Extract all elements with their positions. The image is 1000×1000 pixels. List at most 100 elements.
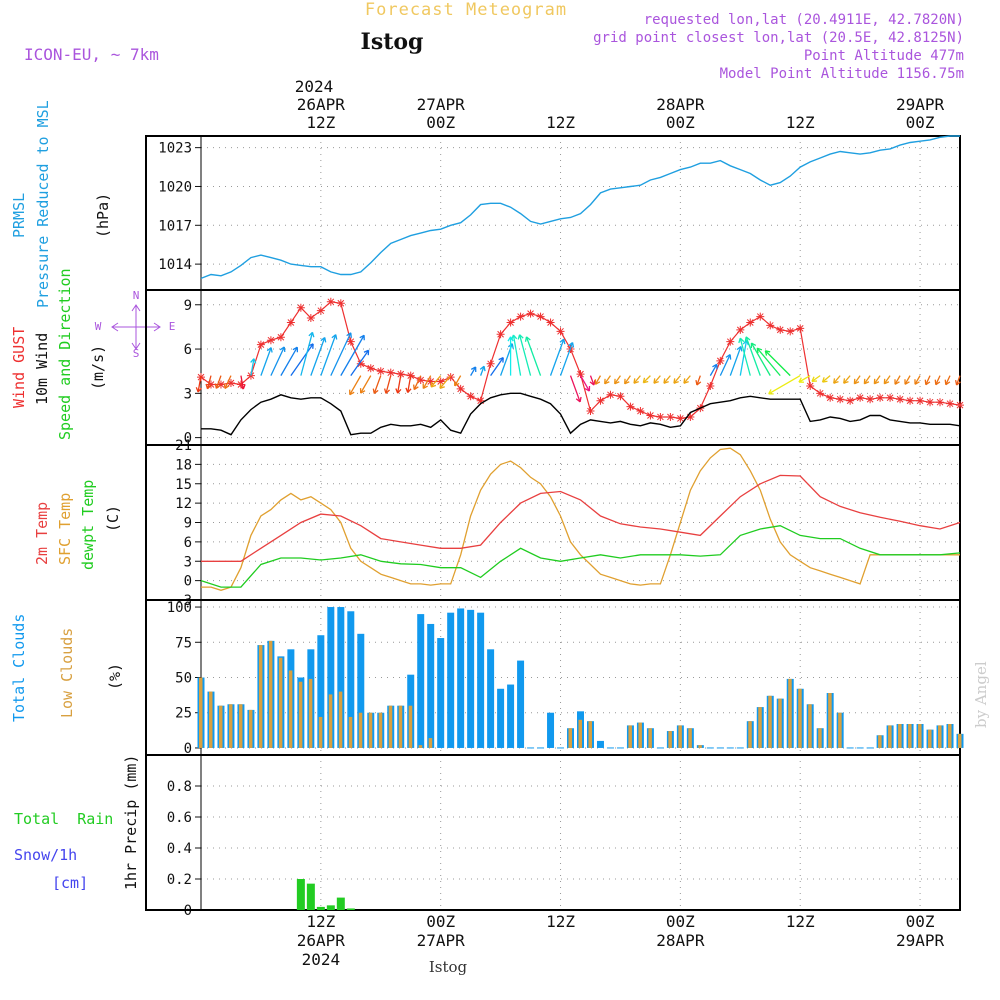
arrow-head — [372, 388, 379, 394]
arrow-shaft — [604, 375, 611, 385]
arrow-head — [934, 379, 941, 386]
wind-direction-arrow — [729, 345, 743, 376]
pressure-unit: (hPa) — [94, 193, 112, 238]
low-cloud-bar — [828, 693, 832, 748]
arrow-shaft — [470, 366, 477, 376]
gust-marker — [356, 359, 365, 368]
arrow-head — [653, 378, 659, 384]
top-date-label: 27APR — [417, 95, 466, 114]
wind-direction-arrow — [614, 375, 621, 385]
arrow-head — [413, 384, 419, 391]
wind-direction-arrow — [589, 375, 596, 386]
low-cloud-bar — [398, 705, 403, 748]
wind-direction-arrow — [873, 375, 881, 385]
wind-direction-arrow — [633, 375, 641, 384]
station-name: Istog — [361, 29, 424, 55]
y-tick-label: 6 — [184, 535, 192, 551]
total-cloud-bar — [447, 612, 455, 748]
compass-n: N — [133, 289, 140, 302]
gust-marker — [806, 381, 815, 390]
gust-marker — [646, 411, 655, 420]
precip-labels: Total Rain Snow/1h [cm] 1hr Precip (mm) — [14, 755, 140, 892]
arrow-head — [750, 342, 757, 349]
arrow-shaft — [549, 338, 565, 376]
wind-direction-arrow — [863, 375, 871, 385]
wind-direction-arrow — [340, 334, 365, 376]
arrow-shaft — [798, 375, 811, 383]
bottom-date-label: 27APR — [417, 931, 466, 950]
arrow-head — [614, 378, 620, 385]
model-point-altitude: Model Point Altitude 1156.75m — [720, 66, 964, 82]
precip-axis-label: 1hr Precip (mm) — [122, 755, 140, 890]
arrow-head — [223, 383, 230, 390]
wind-direction-arrow — [954, 375, 961, 386]
arrow-head — [584, 386, 591, 392]
wind-direction-arrow — [821, 375, 831, 383]
wind-direction-arrow — [270, 346, 286, 376]
wind-direction-arrow — [663, 375, 671, 384]
top-hour-label: 12Z — [786, 113, 815, 132]
gust-marker — [416, 376, 425, 385]
point-altitude: Point Altitude 477m — [804, 48, 964, 64]
total-cloud-bar — [547, 712, 555, 748]
arrow-head — [642, 377, 649, 384]
gust-marker — [236, 380, 245, 389]
arrow-shaft — [642, 375, 651, 384]
pressure-labels: PRMSL Pressure Reduced to MSL (hPa) — [10, 100, 112, 308]
wind-direction-arrow — [653, 375, 661, 384]
total-clouds-label: Total Clouds — [10, 614, 28, 722]
low-cloud-bar — [258, 645, 263, 748]
temperature-labels: 2m Temp SFC Temp dewpt Temp (C) — [33, 480, 122, 570]
gust-marker — [556, 327, 565, 336]
wind-speed-line — [201, 392, 961, 436]
low-cloud-bar — [278, 657, 283, 748]
compass-rose — [111, 304, 161, 350]
low-cloud-bar — [638, 722, 642, 748]
arrow-shaft — [739, 340, 748, 376]
arrow-shaft — [894, 375, 901, 385]
wind-direction-arrow — [395, 375, 402, 394]
arrow-shaft — [360, 375, 372, 394]
arrow-shaft — [853, 375, 861, 385]
arrow-shaft — [750, 342, 771, 376]
arrow-shaft — [240, 375, 244, 390]
wind-direction-arrow — [260, 347, 273, 376]
snow-label: Snow/1h — [14, 846, 77, 864]
wind-direction-arrow — [439, 375, 452, 389]
total-cloud-bar — [437, 638, 445, 748]
wind-direction-arrow — [507, 336, 514, 376]
gust-marker — [396, 370, 405, 379]
low-cloud-bar — [808, 704, 812, 748]
arrow-shaft — [559, 342, 574, 376]
low-cloud-bar — [308, 678, 313, 748]
arrow-shaft — [873, 375, 881, 385]
cloud-unit: (%) — [106, 663, 124, 690]
gust-marker — [936, 398, 945, 407]
gust-marker — [466, 392, 475, 401]
y-tick-label: 3 — [184, 386, 192, 402]
arrow-shaft — [843, 375, 851, 384]
wind-direction-arrow — [310, 336, 327, 376]
gust-marker — [686, 412, 695, 421]
wind-direction-arrow — [739, 339, 749, 376]
gust-marker — [956, 401, 964, 410]
arrow-head — [633, 378, 639, 384]
arrow-head — [914, 379, 920, 385]
y-tick-label: 18 — [175, 457, 192, 473]
wind-direction-arrow — [756, 347, 781, 377]
y-tick-label: 0.6 — [167, 810, 192, 826]
arrow-head — [764, 350, 771, 356]
low-cloud-bar — [938, 725, 942, 748]
wind-direction-arrow — [250, 358, 257, 376]
wind-direction-arrow — [470, 366, 477, 376]
arrow-head — [479, 365, 486, 372]
arrow-shaft — [197, 375, 202, 393]
wind-direction-arrow — [280, 346, 299, 376]
sfc-label: SFC Temp — [56, 493, 74, 565]
low-cloud-bar — [818, 728, 822, 748]
wind-direction-arrow — [372, 375, 382, 394]
low-cloud-bar — [568, 728, 573, 748]
wind-direction-arrow — [511, 334, 522, 376]
bottom-hour-label: 12Z — [786, 912, 815, 931]
